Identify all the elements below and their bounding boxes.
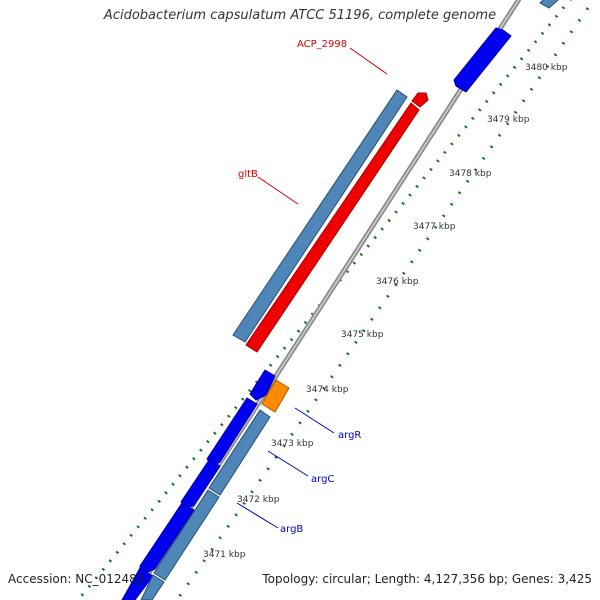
tick-label: 3480 kbp (525, 63, 568, 73)
cds-argc[interactable] (208, 409, 271, 496)
tick-label: 3471 kbp (203, 550, 246, 560)
gene-argb-forward[interactable] (180, 459, 221, 510)
gene-argr-orange[interactable] (261, 379, 290, 413)
tick-label: 3479 kbp (487, 115, 530, 125)
gene-forward-3474[interactable] (249, 369, 276, 401)
tick-label: 3472 kbp (237, 495, 280, 505)
gene-forward-bottom-2[interactable] (121, 567, 154, 600)
tick-label: 3478 kbp (449, 169, 492, 179)
map-title: Acidobacterium capsulatum ATCC 51196, co… (103, 8, 497, 23)
gc-dotted-track-inner (175, 7, 590, 600)
label-argb: argB (280, 524, 303, 535)
tick-label: 3477 kbp (413, 222, 456, 232)
argb-leader (236, 502, 279, 529)
acp-leader (349, 47, 388, 75)
gene-forward-bottom[interactable] (139, 502, 195, 576)
label-acp-2998: ACP_2998 (297, 39, 347, 50)
topology-text: Topology: circular; Length: 4,127,356 bp… (262, 572, 592, 586)
argr-leader (294, 407, 335, 434)
label-argc: argC (311, 474, 334, 485)
tick-label: 3475 kbp (341, 330, 384, 340)
accession-text: Accession: NC_012483 (8, 572, 145, 586)
gltb-leader (257, 176, 299, 205)
tick-label: 3476 kbp (376, 277, 419, 287)
argc-leader (267, 450, 309, 477)
gene-gltb[interactable] (245, 102, 420, 353)
gene-forward-3480[interactable] (453, 27, 512, 93)
gene-acp-2998[interactable] (411, 92, 429, 108)
tick-label: 3474 kbp (306, 385, 349, 395)
gc-dotted-track-outer (76, 0, 572, 600)
cds-argb[interactable] (153, 489, 220, 581)
cds-bottom[interactable] (140, 574, 165, 600)
label-gltb: gltB (238, 169, 258, 180)
tick-label: 3473 kbp (271, 439, 314, 449)
label-argr: argR (338, 430, 361, 441)
gene-top-right[interactable] (539, 0, 559, 9)
gene-cds-gltb[interactable] (232, 89, 408, 343)
